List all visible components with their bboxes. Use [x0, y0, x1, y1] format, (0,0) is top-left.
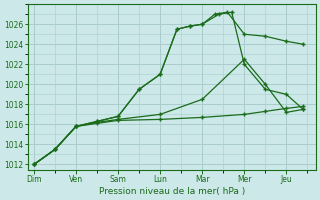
X-axis label: Pression niveau de la mer( hPa ): Pression niveau de la mer( hPa ): [99, 187, 245, 196]
